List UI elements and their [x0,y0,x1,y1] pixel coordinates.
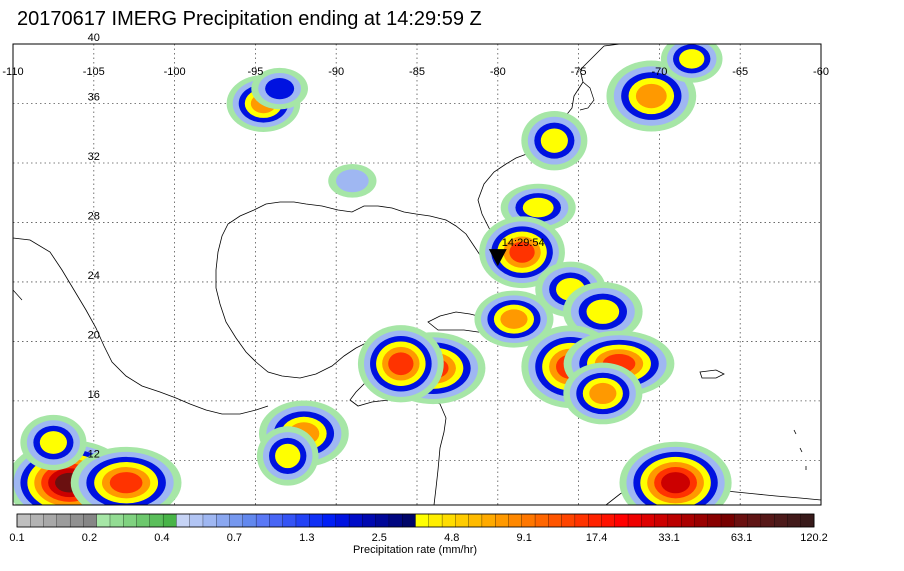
lon-tick-label: -80 [490,66,506,78]
precip-cell [70,446,182,505]
lon-tick-label: -85 [409,66,425,78]
lon-tick-label: -95 [247,66,263,78]
precip-cell [619,441,732,505]
precip-cell [251,67,308,110]
precip-cell [563,281,643,342]
lat-tick-label: 16 [88,389,100,401]
map-frame [12,43,822,506]
lon-tick-label: -60 [813,66,829,78]
lon-tick-label: -100 [164,66,186,78]
map-title: 20170617 IMERG Precipitation ending at 1… [17,8,482,30]
precip-cell [479,216,565,289]
lat-tick-label: 20 [88,329,100,341]
precip-cell [521,110,588,171]
precip-cell [563,362,643,425]
overpass-marker: 14:29:54 [488,237,545,267]
lat-tick-label: 28 [88,210,100,222]
overpass-time-label: 14:29:54 [502,237,545,249]
precip-cell [328,163,377,198]
precip-cell [256,426,319,486]
lon-tick-label: -90 [328,66,344,78]
lon-tick-label: -65 [732,66,748,78]
precip-cell [357,325,444,403]
precipitation-field [13,44,732,505]
precip-cell [474,290,554,348]
precip-contour [388,352,414,376]
precip-contour [540,128,568,153]
precip-contour [661,472,691,494]
precip-contour [679,49,705,69]
precip-contour [275,443,301,469]
precip-cell [660,44,723,83]
precip-cell [563,330,675,397]
precip-contour [586,299,620,324]
lon-tick-label: -105 [83,66,105,78]
lat-tick-label: 32 [88,151,100,163]
precip-contour [589,382,617,405]
lat-tick-label: 36 [88,91,100,103]
precip-contour [39,431,67,454]
lat-tick-label: 12 [88,448,100,460]
precip-cell [20,414,87,471]
lat-tick-label: 40 [88,32,100,44]
lon-tick-label: -70 [651,66,667,78]
precip-contour [336,169,369,193]
precip-cell [606,60,697,132]
precip-contour [522,197,554,218]
precip-contour [109,472,143,494]
lat-tick-label: 24 [88,270,100,282]
precip-contour [500,309,528,329]
precip-contour [635,83,667,109]
lon-tick-label: -110 [2,66,23,78]
precip-contour [265,78,295,100]
lon-tick-label: -75 [571,66,587,78]
lat-lon-grid [12,43,822,505]
axis-tick-labels: -110 -105 -100 -95 -90 -85 -80 -75 -70 -65 -60 12 16… [2,32,829,460]
overpass-triangle [488,249,507,267]
precip-contour [509,241,535,263]
